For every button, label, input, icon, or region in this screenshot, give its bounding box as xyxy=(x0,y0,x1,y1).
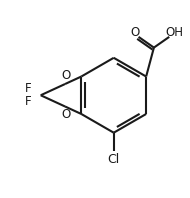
Text: OH: OH xyxy=(166,26,184,39)
Text: Cl: Cl xyxy=(108,153,120,166)
Text: F: F xyxy=(25,82,32,95)
Text: F: F xyxy=(25,95,32,108)
Text: O: O xyxy=(61,109,71,121)
Text: O: O xyxy=(61,69,71,82)
Text: O: O xyxy=(130,26,139,39)
